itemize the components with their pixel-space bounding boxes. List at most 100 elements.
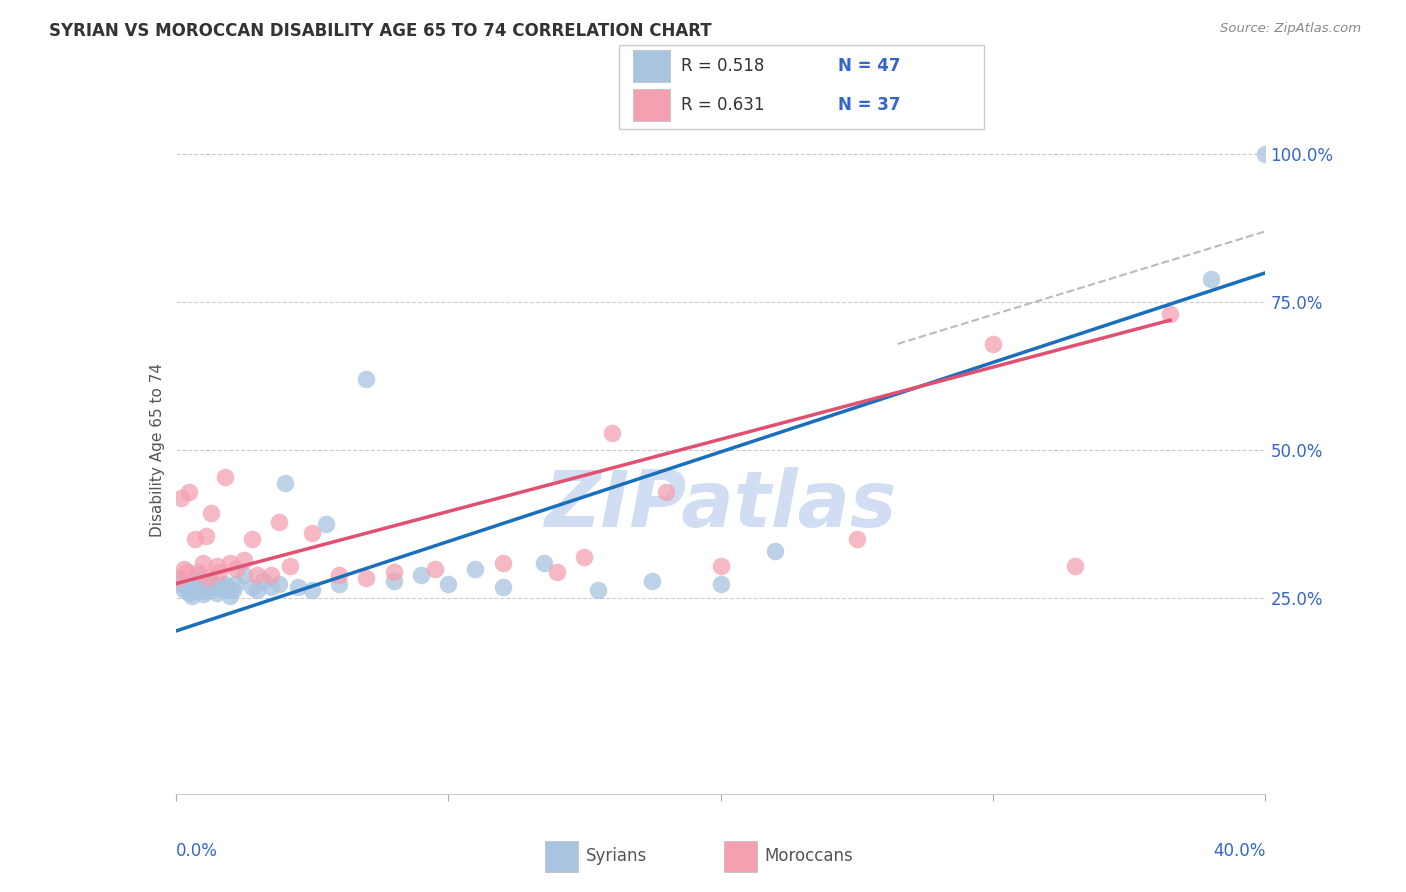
Point	[208, 565, 231, 579]
Point	[301, 582, 323, 597]
Point	[232, 553, 254, 567]
Point	[246, 582, 269, 597]
Text: 40.0%: 40.0%	[1213, 842, 1265, 860]
Point	[191, 587, 214, 601]
Point	[356, 571, 378, 585]
Point	[641, 574, 664, 588]
Point	[179, 585, 201, 599]
Text: N = 37: N = 37	[838, 95, 900, 114]
Point	[208, 581, 231, 595]
Point	[246, 567, 269, 582]
Text: R = 0.518: R = 0.518	[681, 57, 763, 75]
Point	[546, 565, 568, 579]
Point	[845, 533, 868, 547]
Point	[533, 556, 555, 570]
Point	[211, 578, 233, 592]
Y-axis label: Disability Age 65 to 74: Disability Age 65 to 74	[149, 363, 165, 538]
Bar	[724, 840, 758, 872]
Point	[225, 562, 247, 576]
Point	[219, 556, 242, 570]
Text: SYRIAN VS MOROCCAN DISABILITY AGE 65 TO 74 CORRELATION CHART: SYRIAN VS MOROCCAN DISABILITY AGE 65 TO …	[49, 22, 711, 40]
Point	[167, 576, 190, 591]
Point	[328, 567, 350, 582]
Point	[214, 470, 236, 484]
Point	[287, 580, 309, 594]
Point	[260, 580, 283, 594]
Point	[1199, 271, 1222, 285]
Point	[200, 574, 222, 588]
Point	[315, 517, 337, 532]
Point	[252, 574, 274, 588]
Point	[205, 585, 228, 599]
Text: Syrians: Syrians	[585, 847, 647, 865]
Text: ZIPatlas: ZIPatlas	[544, 467, 897, 543]
Point	[219, 589, 242, 603]
Point	[200, 506, 222, 520]
Point	[1159, 307, 1181, 321]
Text: Source: ZipAtlas.com: Source: ZipAtlas.com	[1220, 22, 1361, 36]
Point	[655, 484, 678, 499]
Point	[179, 484, 201, 499]
Point	[328, 576, 350, 591]
Point	[176, 565, 198, 579]
Point	[197, 576, 219, 591]
Bar	[633, 88, 669, 120]
Point	[600, 425, 623, 440]
Point	[269, 515, 291, 529]
Point	[301, 526, 323, 541]
Point	[181, 589, 204, 603]
Text: N = 47: N = 47	[838, 57, 900, 75]
Text: 0.0%: 0.0%	[176, 842, 218, 860]
Point	[423, 562, 446, 576]
Point	[260, 567, 283, 582]
Point	[274, 476, 297, 491]
Point	[464, 562, 486, 576]
Point	[382, 574, 405, 588]
Point	[176, 580, 198, 594]
Point	[186, 567, 209, 582]
Point	[222, 582, 245, 597]
Point	[170, 491, 193, 505]
Point	[191, 556, 214, 570]
Point	[232, 567, 254, 582]
Point	[170, 574, 193, 588]
Point	[710, 558, 733, 573]
Point	[214, 576, 236, 591]
Point	[194, 584, 217, 599]
Point	[184, 533, 207, 547]
Point	[173, 562, 195, 576]
Point	[167, 571, 190, 585]
Bar	[546, 840, 578, 872]
Bar	[633, 50, 669, 82]
Point	[492, 556, 515, 570]
Point	[225, 576, 247, 591]
Point	[763, 544, 786, 558]
Point	[240, 580, 263, 594]
Point	[194, 529, 217, 543]
Point	[492, 580, 515, 594]
Point	[574, 549, 596, 564]
Point	[269, 576, 291, 591]
Point	[186, 565, 209, 579]
Point	[1063, 558, 1085, 573]
Point	[173, 582, 195, 597]
Text: Moroccans: Moroccans	[765, 847, 853, 865]
Point	[205, 558, 228, 573]
Point	[586, 582, 609, 597]
Point	[191, 581, 214, 595]
Point	[197, 571, 219, 585]
Point	[710, 576, 733, 591]
Point	[382, 565, 405, 579]
Point	[278, 558, 301, 573]
Point	[188, 578, 211, 592]
Point	[202, 580, 225, 594]
FancyBboxPatch shape	[619, 45, 984, 129]
Point	[184, 571, 207, 585]
Point	[217, 582, 239, 597]
Point	[356, 372, 378, 386]
Point	[981, 337, 1004, 351]
Point	[409, 567, 432, 582]
Point	[437, 576, 460, 591]
Point	[240, 533, 263, 547]
Text: R = 0.631: R = 0.631	[681, 95, 765, 114]
